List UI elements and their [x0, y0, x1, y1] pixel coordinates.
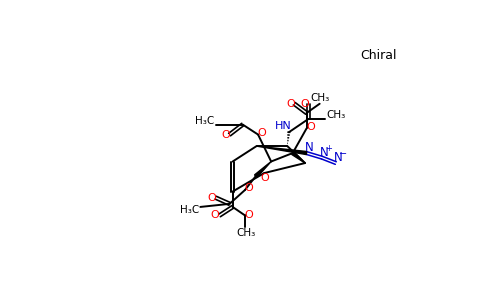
Text: −: −	[339, 149, 347, 159]
Text: O: O	[300, 99, 309, 109]
Text: O: O	[208, 193, 216, 203]
Text: Chiral: Chiral	[361, 49, 397, 62]
Text: CH₃: CH₃	[311, 93, 330, 103]
Text: N: N	[304, 141, 313, 154]
Text: O: O	[221, 130, 230, 140]
Text: N: N	[334, 151, 343, 164]
Text: N: N	[320, 146, 329, 159]
Text: O: O	[260, 173, 270, 184]
Text: HN: HN	[275, 121, 292, 131]
Text: O: O	[244, 210, 253, 220]
Text: H₃C: H₃C	[196, 116, 214, 126]
Text: O: O	[257, 128, 266, 138]
Text: CH₃: CH₃	[236, 228, 256, 238]
Text: O: O	[286, 99, 295, 109]
Text: O: O	[244, 184, 253, 194]
Text: O: O	[306, 122, 315, 132]
Polygon shape	[257, 146, 307, 154]
Text: H₃C: H₃C	[180, 205, 199, 215]
Text: +: +	[325, 144, 333, 153]
Polygon shape	[292, 152, 305, 163]
Text: O: O	[211, 210, 219, 220]
Text: CH₃: CH₃	[326, 110, 346, 120]
Polygon shape	[255, 161, 271, 177]
